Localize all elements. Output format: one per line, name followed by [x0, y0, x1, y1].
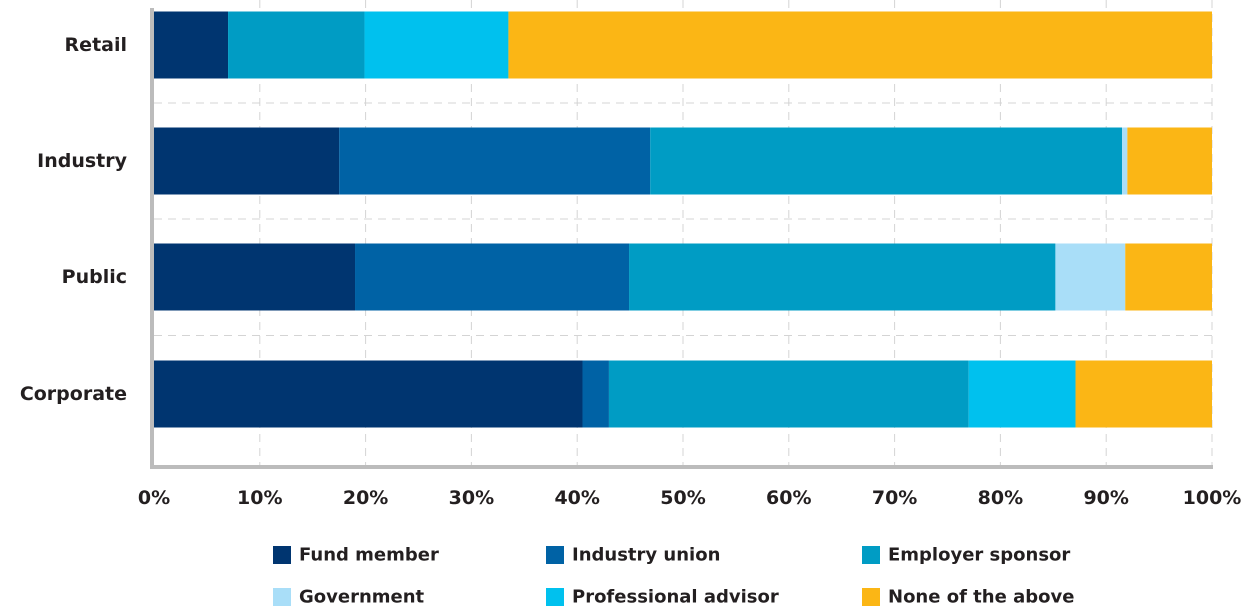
bar-segment-industry-industry-union: [339, 127, 651, 195]
legend-label: Employer sponsor: [888, 545, 1070, 566]
legend-swatch: [273, 588, 291, 606]
bar-segment-public-industry-union: [355, 243, 630, 311]
x-tick-label: 70%: [872, 487, 917, 509]
bar-segment-corporate-professional-advisor: [968, 360, 1076, 428]
x-tick-label: 90%: [1083, 487, 1128, 509]
x-tick-label: 100%: [1183, 487, 1242, 509]
bar-segment-retail-fund-member: [154, 11, 229, 79]
legend-label: Government: [299, 587, 425, 608]
x-tick-label: 60%: [766, 487, 811, 509]
bar-segment-corporate-industry-union: [582, 360, 609, 428]
legend-swatch: [862, 546, 880, 564]
legend-swatch: [862, 588, 880, 606]
legend-swatch: [546, 588, 564, 606]
bar-segment-public-fund-member: [154, 243, 356, 311]
x-tick-label: 50%: [660, 487, 705, 509]
category-label: Public: [62, 266, 127, 288]
bar-segment-corporate-employer-sponsor: [608, 360, 969, 428]
bar-segment-public-government: [1055, 243, 1126, 311]
x-tick-label: 80%: [978, 487, 1023, 509]
bar-segment-retail-none-of-the-above: [508, 11, 1212, 79]
bar-segment-retail-employer-sponsor: [228, 11, 365, 79]
bar-segment-industry-government: [1122, 127, 1128, 195]
category-label: Retail: [65, 34, 127, 56]
bar-segment-industry-employer-sponsor: [650, 127, 1123, 195]
legend-swatch: [273, 546, 291, 564]
x-tick-label: 0%: [138, 487, 170, 509]
bar-segment-public-employer-sponsor: [629, 243, 1056, 311]
legend: Fund member Industry union Employer sponso…: [273, 545, 1074, 608]
legend-label: Fund member: [299, 545, 439, 566]
x-tick-label: 30%: [449, 487, 494, 509]
bar-segment-retail-professional-advisor: [364, 11, 509, 79]
x-tick-label: 20%: [343, 487, 388, 509]
bar-segment-public-none-of-the-above: [1125, 243, 1212, 311]
category-label: Industry: [37, 150, 127, 172]
legend-label: Professional advisor: [572, 587, 779, 608]
x-tick-label: 10%: [237, 487, 282, 509]
bar-segment-industry-none-of-the-above: [1127, 127, 1212, 195]
axes: Retail Industry Public Corporate 0% 10% 20% 30%…: [20, 8, 1242, 509]
bar-segment-corporate-none-of-the-above: [1075, 360, 1212, 428]
bars: [154, 11, 1212, 428]
legend-label: None of the above: [888, 587, 1074, 608]
bar-segment-industry-fund-member: [154, 127, 340, 195]
bar-segment-corporate-fund-member: [154, 360, 583, 428]
legend-swatch: [546, 546, 564, 564]
category-label: Corporate: [20, 383, 127, 405]
legend-label: Industry union: [572, 545, 720, 566]
x-tick-label: 40%: [554, 487, 599, 509]
